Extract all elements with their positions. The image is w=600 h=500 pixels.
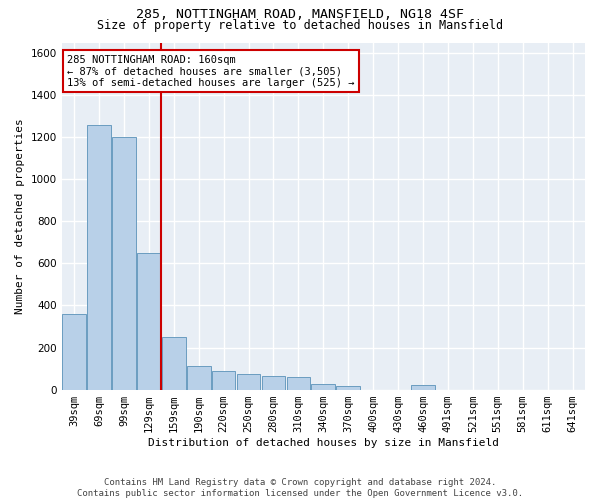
Text: Size of property relative to detached houses in Mansfield: Size of property relative to detached ho…: [97, 18, 503, 32]
Bar: [287, 377, 310, 390]
Bar: [87, 124, 111, 390]
Bar: [162, 337, 185, 390]
Bar: [237, 374, 260, 390]
Bar: [212, 370, 235, 390]
Bar: [311, 384, 335, 390]
Bar: [337, 386, 360, 390]
Bar: [137, 253, 161, 390]
Bar: [187, 366, 211, 390]
Bar: [62, 314, 86, 390]
X-axis label: Distribution of detached houses by size in Mansfield: Distribution of detached houses by size …: [148, 438, 499, 448]
Text: 285 NOTTINGHAM ROAD: 160sqm
← 87% of detached houses are smaller (3,505)
13% of : 285 NOTTINGHAM ROAD: 160sqm ← 87% of det…: [67, 54, 355, 88]
Text: Contains HM Land Registry data © Crown copyright and database right 2024.
Contai: Contains HM Land Registry data © Crown c…: [77, 478, 523, 498]
Bar: [411, 386, 435, 390]
Text: 285, NOTTINGHAM ROAD, MANSFIELD, NG18 4SF: 285, NOTTINGHAM ROAD, MANSFIELD, NG18 4S…: [136, 8, 464, 20]
Bar: [262, 376, 286, 390]
Bar: [112, 137, 136, 390]
Y-axis label: Number of detached properties: Number of detached properties: [15, 118, 25, 314]
